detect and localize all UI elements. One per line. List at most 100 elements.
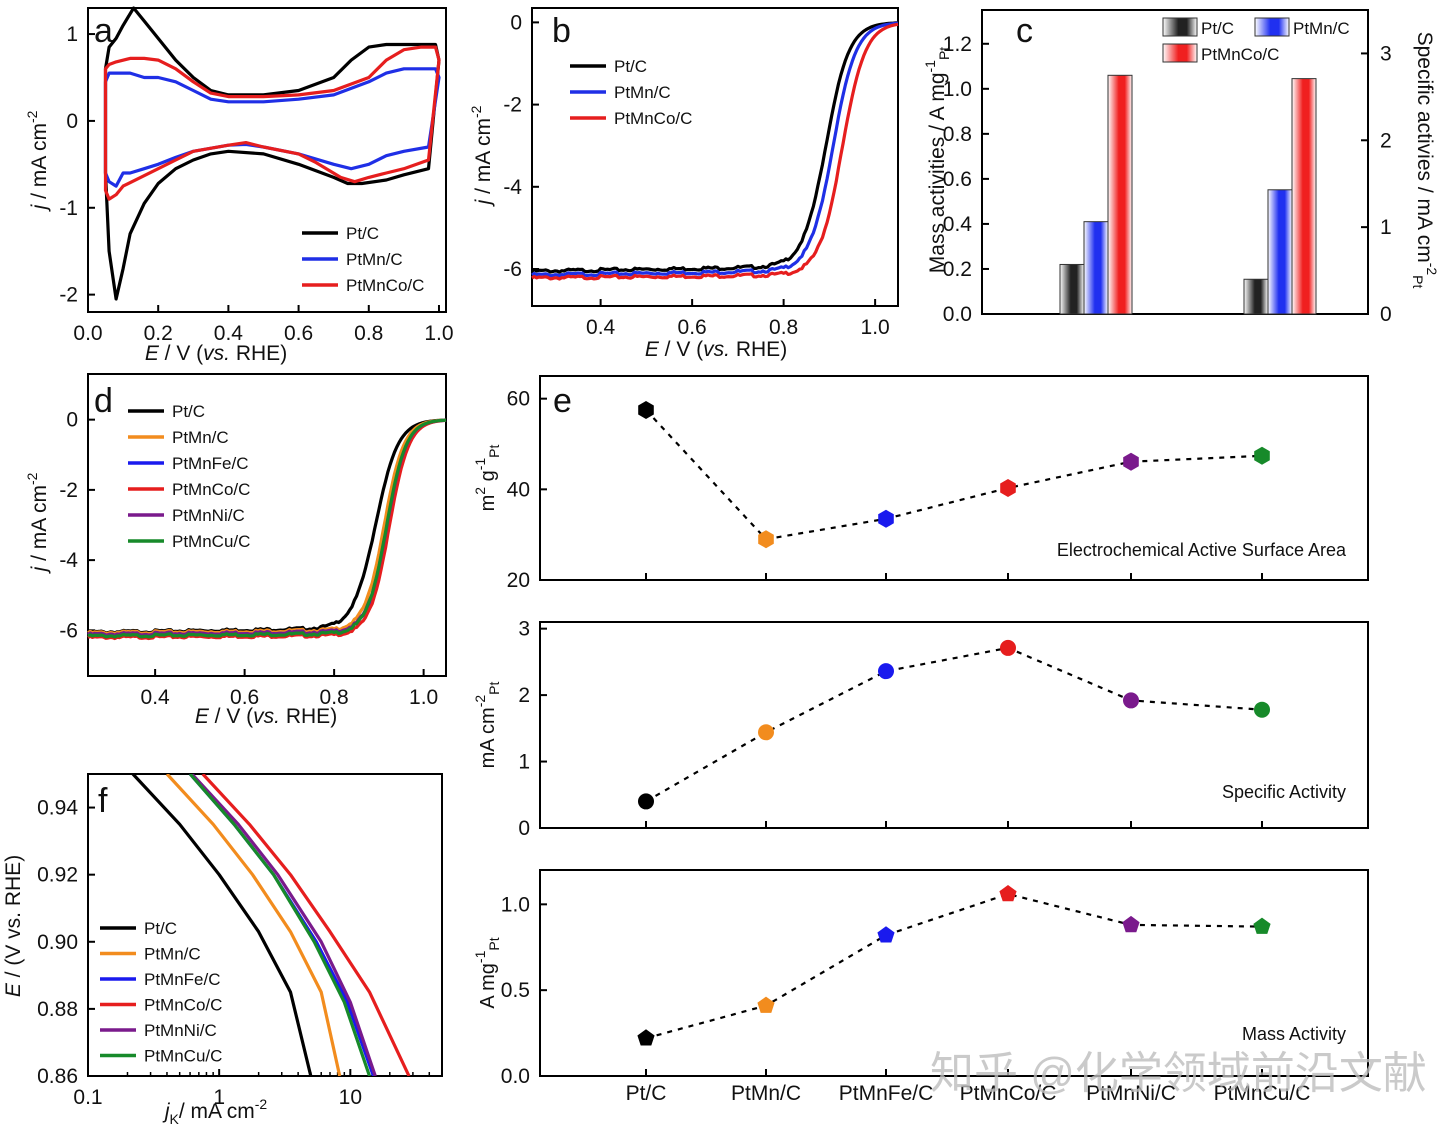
trend-line <box>645 646 1263 803</box>
y-tick-label: 0.88 <box>37 998 78 1021</box>
data-point <box>1254 446 1270 465</box>
category-label: PtMnFe/C <box>839 1082 934 1105</box>
category-label: PtMnCo/C <box>960 1082 1057 1105</box>
axis-label: mA cm-2Pt <box>472 681 502 768</box>
y-tick-label: 2 <box>1380 129 1392 152</box>
axis-label: E / V (vs. RHE) <box>645 338 787 361</box>
panel-d-frame <box>87 373 447 677</box>
series-line <box>87 418 447 637</box>
y-tick-label: 1 <box>518 751 530 774</box>
series-line <box>188 774 372 1076</box>
legend-swatch <box>1254 17 1290 37</box>
x-tick-label: 0.6 <box>230 686 259 709</box>
bar <box>1107 74 1133 315</box>
legend-label: Pt/C <box>172 402 205 421</box>
legend-label: PtMnCo/C <box>1201 45 1279 64</box>
x-tick-label: 1.0 <box>861 316 890 339</box>
x-tick-label: 0.8 <box>769 316 798 339</box>
panel-label: e <box>553 382 572 420</box>
panel-annotation: Electrochemical Active Surface Area <box>1057 540 1347 560</box>
legend-label: PtMnFe/C <box>172 454 249 473</box>
bar <box>1267 189 1293 315</box>
series-line <box>87 418 447 639</box>
legend-label: Pt/C <box>346 224 379 243</box>
y-tick-label: 0.8 <box>943 123 972 146</box>
series-line <box>165 774 342 1076</box>
y-tick-label: 0 <box>66 110 78 133</box>
y-tick-label: -6 <box>59 619 78 642</box>
panel-label: f <box>98 782 108 820</box>
x-tick-label: 1.0 <box>424 322 453 345</box>
legend-label: PtMnCu/C <box>172 532 250 551</box>
y-tick-label: -2 <box>59 284 78 307</box>
legend-label: PtMnNi/C <box>144 1021 217 1040</box>
series-line <box>188 774 375 1076</box>
panel-label: a <box>94 12 113 50</box>
y-tick-label: 0.86 <box>37 1065 78 1088</box>
watermark: 知乎 @化学领域前沿文献 <box>930 1049 1427 1098</box>
data-point <box>1122 915 1140 933</box>
data-point <box>878 663 894 680</box>
y-tick-label: 0.90 <box>37 931 78 954</box>
category-label: PtMnNi/C <box>1086 1082 1176 1105</box>
data-point <box>1254 701 1270 718</box>
series-line <box>103 45 441 201</box>
axis-label: j / mA cm-2 <box>24 472 51 574</box>
panel-c-frame <box>981 9 1369 315</box>
x-tick-label: 0.8 <box>320 686 349 709</box>
x-tick-label: 0.2 <box>144 322 173 345</box>
y-tick-label: 3 <box>518 618 530 641</box>
y-tick-label: 60 <box>507 388 530 411</box>
category-label: Pt/C <box>626 1082 667 1105</box>
axis-label: j / mA cm-2 <box>24 110 51 212</box>
y-tick-label: 3 <box>1380 42 1392 65</box>
x-tick-label: 0.0 <box>73 322 102 345</box>
data-point <box>758 530 774 549</box>
y-tick-label: 20 <box>507 569 530 592</box>
y-tick-label: 0 <box>1380 303 1392 326</box>
y-tick-label: 0.94 <box>37 797 78 820</box>
y-tick-label: -2 <box>59 479 78 502</box>
axis-label: m2 g-1Pt <box>472 444 502 511</box>
data-point <box>638 793 654 810</box>
panel-a-frame <box>87 7 447 313</box>
y-tick-label: 1.2 <box>943 33 972 56</box>
legend-label: PtMnCo/C <box>614 109 692 128</box>
legend-label: Pt/C <box>144 919 177 938</box>
axis-label: A mg-1Pt <box>472 937 502 1008</box>
panel-annotation: Specific Activity <box>1222 782 1346 802</box>
series-line <box>87 418 447 641</box>
data-point <box>1123 452 1139 471</box>
legend-label: PtMnFe/C <box>144 970 221 989</box>
trend-line <box>645 892 1263 1040</box>
legend-label: PtMnCo/C <box>346 276 424 295</box>
axis-label: E / V (vs. RHE) <box>145 342 287 365</box>
x-tick-label: 0.4 <box>214 322 244 345</box>
legend-label: PtMn/C <box>172 428 229 447</box>
y-tick-label: -2 <box>503 94 522 117</box>
y-tick-label: 0.0 <box>501 1065 530 1088</box>
x-tick-label: 1 <box>213 1086 225 1109</box>
y-tick-label: 0 <box>66 409 78 432</box>
y-tick-label: 2 <box>518 684 530 707</box>
legend-label: PtMnCo/C <box>172 480 250 499</box>
data-point <box>757 996 775 1013</box>
axis-label-left: Mass activities / A mg-1Pt <box>922 47 952 274</box>
y-tick-label: 0 <box>510 11 522 34</box>
legend-label: PtMn/C <box>346 250 403 269</box>
y-tick-label: 0 <box>518 817 530 840</box>
x-tick-label: 0.4 <box>586 316 616 339</box>
panel-b-frame <box>531 7 899 307</box>
x-tick-label: 0.4 <box>141 686 171 709</box>
bar <box>1243 278 1269 315</box>
y-tick-label: -4 <box>59 549 78 572</box>
data-point <box>1123 692 1139 709</box>
series-line <box>531 22 899 281</box>
y-tick-label: 0.4 <box>943 213 973 236</box>
series-line <box>531 21 899 274</box>
legend-swatch <box>1162 17 1198 37</box>
y-tick-label: 1.0 <box>943 78 972 101</box>
bar <box>1059 263 1085 315</box>
y-tick-label: -4 <box>503 176 522 199</box>
legend-label: Pt/C <box>614 57 647 76</box>
